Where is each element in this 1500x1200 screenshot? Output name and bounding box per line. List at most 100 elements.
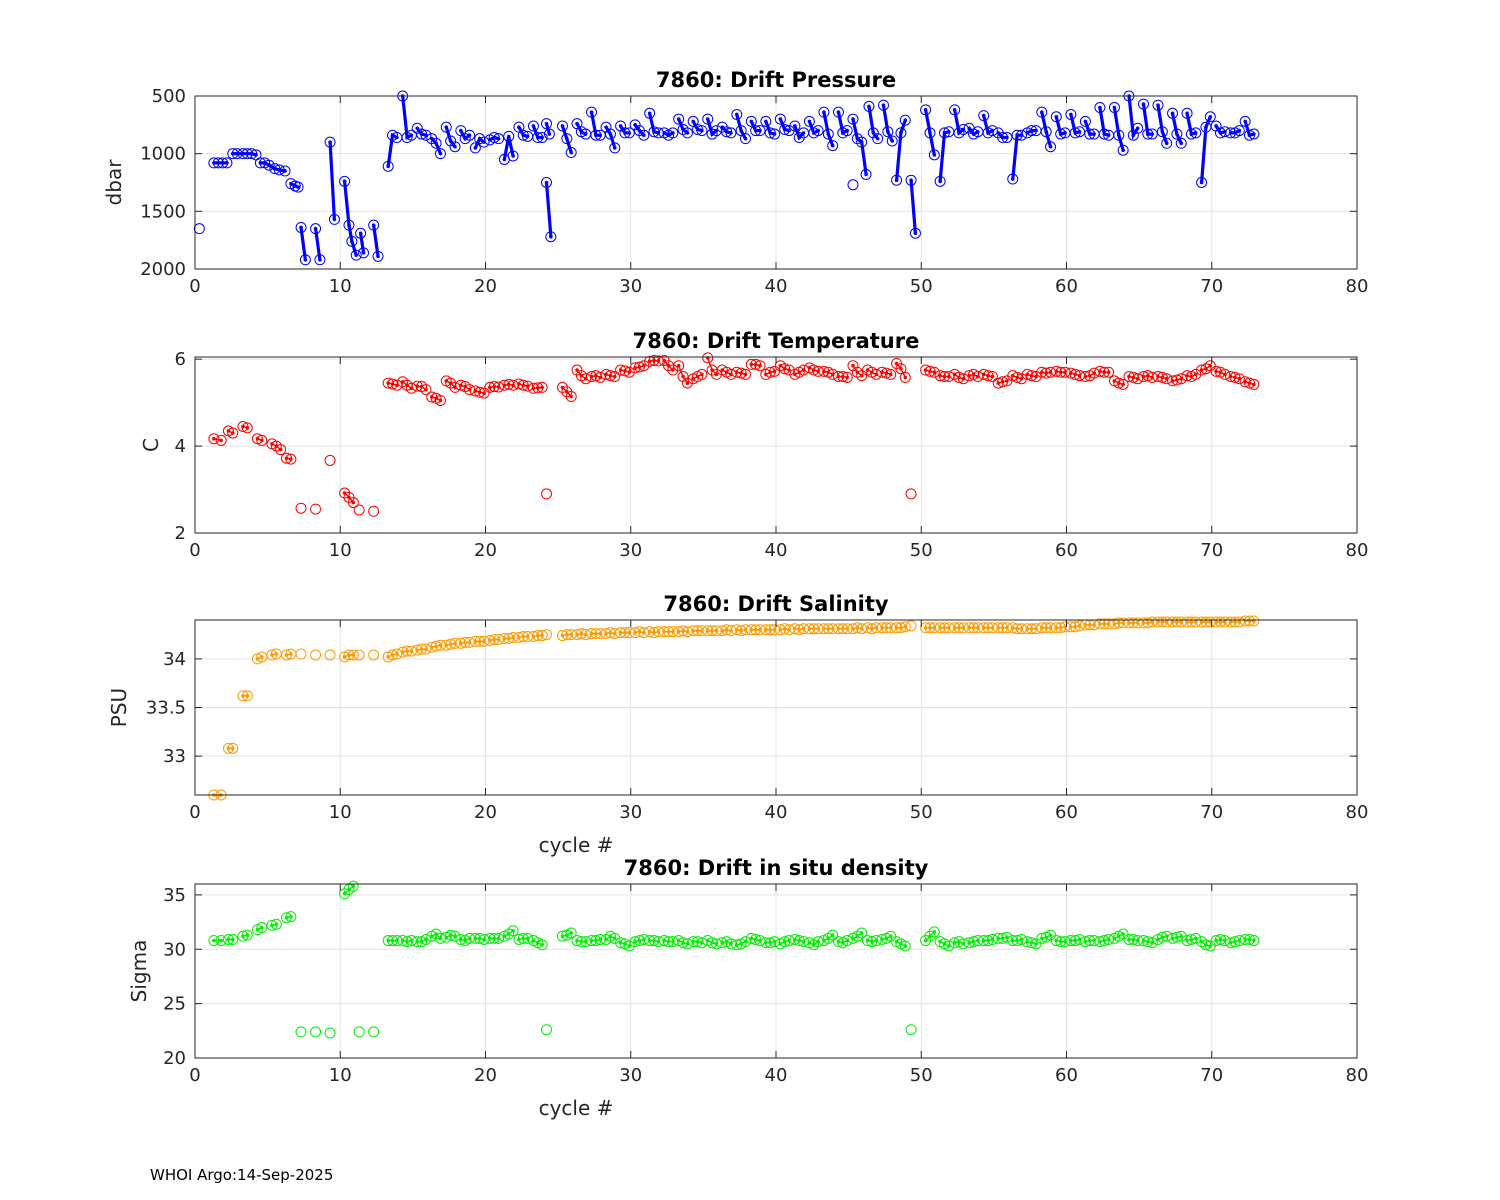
data-point [920,622,932,634]
data-point [1185,128,1197,140]
data-dot [332,217,337,222]
data-point [565,391,577,403]
data-point [355,227,367,239]
data-point [1001,132,1013,144]
data-dot [859,140,864,144]
data-dot [342,179,347,184]
data-dot [386,164,390,169]
data-dot [881,103,886,108]
y-tick-label: 20 [163,1048,186,1069]
x-tick-label: 10 [329,540,352,561]
data-point [644,355,656,367]
data-point [949,622,961,634]
data-dot [710,132,714,136]
data-point [1161,137,1173,149]
data-point [841,371,853,383]
data-point [536,381,548,393]
data-point [527,382,539,394]
data-point [866,936,878,948]
data-point [735,367,747,379]
data-point [1146,128,1158,140]
data-point [545,231,557,243]
chart-title: 7860: Drift Pressure [656,68,896,92]
data-point [629,362,641,374]
data-dot [212,436,216,441]
data-point [745,358,757,370]
data-point [368,1026,380,1038]
data-dot [1156,103,1160,108]
data-dot [1185,111,1189,116]
data-dot [928,131,932,135]
data-point [1011,129,1023,141]
data-point [324,136,336,148]
data-point [347,497,359,509]
data-point [324,454,336,466]
data-line [544,182,553,237]
data-dot [903,375,908,380]
data-point [891,622,903,634]
data-point [241,422,253,434]
data-dot [618,124,623,128]
data-point [658,626,670,638]
data-point [561,133,573,145]
data-point [1244,129,1256,141]
data-point [615,627,627,639]
data-dot [676,117,681,121]
data-point [992,932,1004,944]
data-point [1142,128,1154,140]
data-point [822,128,834,140]
data-dot [544,180,549,185]
y-tick-label: 33.5 [146,698,186,719]
data-dot [875,136,880,141]
data-point [237,421,249,433]
data-point [382,377,394,389]
data-dot [1179,141,1184,146]
data-point [1123,371,1135,383]
data-point [1152,616,1164,628]
data-point [841,125,853,137]
data-point [372,250,384,262]
data-point [368,505,380,517]
data-point [1069,127,1081,139]
data-dot [278,447,283,452]
data-point [862,622,874,634]
x-tick-label: 50 [910,540,933,561]
data-point [237,148,249,160]
data-point [1015,129,1027,141]
data-point [1137,935,1149,947]
data-point [673,360,685,372]
data-point [522,932,534,944]
data-point [905,488,917,500]
data-point [1050,365,1062,377]
data-point [1156,371,1168,383]
data-point [754,125,766,137]
data-point [710,368,722,380]
data-point [1079,936,1091,948]
data-line [359,232,366,254]
data-point [739,133,751,145]
y-tick-label: 1000 [140,144,186,165]
data-point [992,622,1004,634]
x-tick-label: 10 [329,276,352,297]
data-dot [371,223,376,227]
data-point [1248,128,1260,140]
data-point [397,646,409,658]
data-dot [1116,133,1121,138]
data-dot [864,172,868,177]
x-tick-label: 50 [910,276,933,297]
data-point [629,936,641,948]
data-point [1175,137,1187,149]
data-point [1181,616,1193,628]
data-dot [822,110,826,114]
data-point [783,364,795,376]
data-point [1142,936,1154,948]
data-point [513,933,525,945]
data-point [445,929,457,941]
data-point [208,433,220,445]
data-point [493,932,505,944]
data-point [895,622,907,634]
data-point [445,135,457,147]
data-dot [459,128,463,133]
data-dot [685,131,690,135]
data-point [841,935,853,947]
